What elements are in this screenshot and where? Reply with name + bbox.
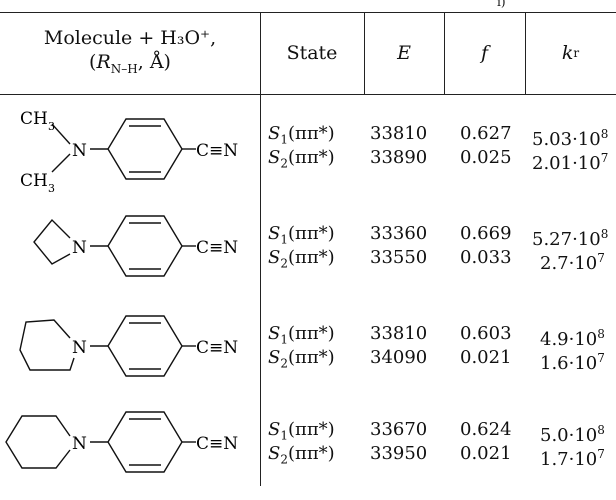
molecule-pyrrolidine-structure: N C≡N: [19, 315, 238, 377]
energy-value: 33670: [370, 419, 428, 440]
header-state: State: [286, 42, 338, 64]
f-value: 0.021: [460, 443, 512, 464]
top-fragment-text: i): [497, 0, 506, 9]
energy-value: 33810: [370, 123, 428, 144]
energy-value: 33550: [370, 247, 428, 268]
kr-value: 2.7·107: [540, 251, 605, 274]
table-row: N C≡N S1(ππ*) S2(ππ*) 33670 33950 0.624 …: [0, 400, 616, 500]
state-s2: S2(ππ*): [268, 443, 335, 467]
column-divider-state: [364, 12, 365, 94]
molecule-azetidine-structure: N C≡N: [33, 215, 238, 277]
f-value: 0.021: [460, 347, 512, 368]
kr-value: 1.7·107: [540, 447, 605, 470]
kr-value: 2.01·107: [532, 151, 609, 174]
state-s2: S2(ππ*): [268, 147, 335, 171]
kr-value: 4.9·108: [540, 327, 605, 350]
state-s2: S2(ππ*): [268, 247, 335, 271]
svg-text:3: 3: [48, 120, 55, 133]
svg-text:3: 3: [48, 182, 55, 195]
energy-value: 33950: [370, 443, 428, 464]
header-molecule: Molecule + H₃O⁺, (RN–H, Å): [0, 12, 260, 94]
header-f: f: [480, 42, 489, 64]
energy-value: 33360: [370, 223, 428, 244]
svg-text:N: N: [72, 434, 87, 454]
state-s1: S1(ππ*): [268, 419, 335, 443]
table-top-rule: [0, 12, 616, 13]
f-value: 0.603: [460, 323, 512, 344]
f-value: 0.033: [460, 247, 512, 268]
kr-value: 5.0·108: [540, 423, 605, 446]
column-divider-energy: [444, 12, 445, 94]
svg-text:CH: CH: [20, 109, 48, 129]
state-s1: S1(ππ*): [268, 123, 335, 147]
svg-text:N: N: [72, 238, 87, 258]
molecule-piperidine-structure: N C≡N: [5, 411, 238, 473]
energy-value: 34090: [370, 347, 428, 368]
top-fragment: i): [0, 0, 616, 12]
table-row: CH 3 N CH 3 C≡N S1(ππ*) S2(ππ*) 33810 33…: [0, 100, 616, 200]
header-energy: E: [397, 42, 411, 64]
state-s1: S1(ππ*): [268, 223, 335, 247]
svg-text:C≡N: C≡N: [196, 238, 238, 258]
table-row: N C≡N S1(ππ*) S2(ππ*) 33810 34090 0.603 …: [0, 300, 616, 400]
state-s2: S2(ππ*): [268, 347, 335, 371]
header-molecule-line2: (RN–H, Å): [89, 50, 171, 76]
energy-value: 33810: [370, 323, 428, 344]
column-divider-f: [525, 12, 526, 94]
kr-value: 5.03·108: [532, 127, 609, 150]
header-molecule-line1: Molecule + H₃O⁺,: [43, 26, 217, 49]
kr-value: 1.6·107: [540, 351, 605, 374]
f-value: 0.624: [460, 419, 512, 440]
svg-text:N: N: [72, 338, 87, 358]
f-value: 0.025: [460, 147, 512, 168]
svg-text:C≡N: C≡N: [196, 434, 238, 454]
svg-text:CH: CH: [20, 171, 48, 191]
svg-text:N: N: [72, 141, 87, 161]
kr-value: 5.27·108: [532, 227, 609, 250]
column-divider-molecule: [260, 12, 261, 486]
svg-text:C≡N: C≡N: [196, 338, 238, 358]
molecule-dimethylamino-structure: CH 3 N CH 3 C≡N: [20, 109, 238, 195]
f-value: 0.627: [460, 123, 512, 144]
header-rule: [0, 94, 616, 95]
svg-text:C≡N: C≡N: [196, 141, 238, 161]
energy-value: 33890: [370, 147, 428, 168]
f-value: 0.669: [460, 223, 512, 244]
table-row: N C≡N S1(ππ*) S2(ππ*) 33360 33550 0.669 …: [0, 200, 616, 300]
state-s1: S1(ππ*): [268, 323, 335, 347]
